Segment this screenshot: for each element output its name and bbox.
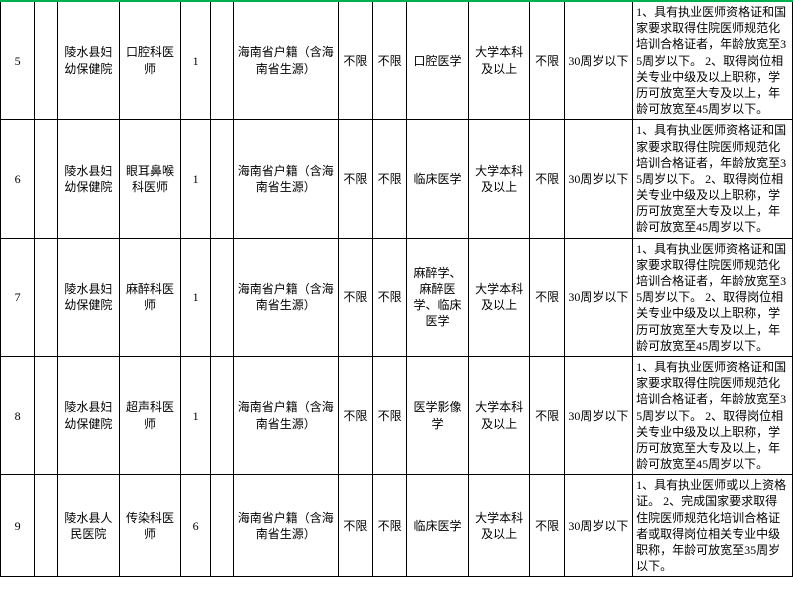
edu-req: 大学本科及以上 bbox=[468, 475, 530, 577]
col-blank2 bbox=[210, 1, 233, 120]
edu-req: 大学本科及以上 bbox=[468, 238, 530, 356]
table-row: 8陵水县妇幼保健院超声科医师1海南省户籍（含海南省生源）不限不限医学影像学大学本… bbox=[1, 356, 793, 474]
row-index: 6 bbox=[1, 120, 35, 238]
table-row: 6陵水县妇幼保健院眼耳鼻喉科医师1海南省户籍（含海南省生源）不限不限临床医学大学… bbox=[1, 120, 793, 238]
limit-2: 不限 bbox=[372, 475, 406, 577]
col-blank2 bbox=[210, 120, 233, 238]
edu-req: 大学本科及以上 bbox=[468, 356, 530, 474]
hukou-req: 海南省户籍（含海南省生源） bbox=[233, 238, 338, 356]
col-blank1 bbox=[35, 1, 58, 120]
post-count: 1 bbox=[181, 120, 211, 238]
col-blank2 bbox=[210, 475, 233, 577]
limit-3: 不限 bbox=[530, 1, 564, 120]
age-req: 30周岁以下 bbox=[564, 238, 632, 356]
limit-2: 不限 bbox=[372, 356, 406, 474]
limit-3: 不限 bbox=[530, 356, 564, 474]
post-name: 传染科医师 bbox=[119, 475, 181, 577]
limit-2: 不限 bbox=[372, 238, 406, 356]
limit-1: 不限 bbox=[338, 475, 372, 577]
post-count: 1 bbox=[181, 238, 211, 356]
row-index: 5 bbox=[1, 1, 35, 120]
col-blank2 bbox=[210, 238, 233, 356]
major-req: 医学影像学 bbox=[407, 356, 469, 474]
age-req: 30周岁以下 bbox=[564, 1, 632, 120]
limit-1: 不限 bbox=[338, 1, 372, 120]
post-count: 1 bbox=[181, 356, 211, 474]
limit-3: 不限 bbox=[530, 238, 564, 356]
remarks: 1、具有执业医师资格证和国家要求取得住院医师规范化培训合格证者，年龄放宽至35周… bbox=[633, 1, 793, 120]
row-index: 8 bbox=[1, 356, 35, 474]
limit-2: 不限 bbox=[372, 1, 406, 120]
edu-req: 大学本科及以上 bbox=[468, 120, 530, 238]
remarks: 1、具有执业医师或以上资格证。 2、完成国家要求取得住院医师规范化培训合格证者或… bbox=[633, 475, 793, 577]
col-blank1 bbox=[35, 356, 58, 474]
org-name: 陵水县妇幼保健院 bbox=[58, 1, 120, 120]
post-count: 1 bbox=[181, 1, 211, 120]
limit-3: 不限 bbox=[530, 475, 564, 577]
age-req: 30周岁以下 bbox=[564, 475, 632, 577]
remarks: 1、具有执业医师资格证和国家要求取得住院医师规范化培训合格证者，年龄放宽至35周… bbox=[633, 120, 793, 238]
post-name: 口腔科医师 bbox=[119, 1, 181, 120]
col-blank1 bbox=[35, 120, 58, 238]
remarks: 1、具有执业医师资格证和国家要求取得住院医师规范化培训合格证者，年龄放宽至35周… bbox=[633, 238, 793, 356]
post-name: 超声科医师 bbox=[119, 356, 181, 474]
col-blank1 bbox=[35, 238, 58, 356]
major-req: 麻醉学、麻醉医学、临床医学 bbox=[407, 238, 469, 356]
age-req: 30周岁以下 bbox=[564, 356, 632, 474]
hukou-req: 海南省户籍（含海南省生源） bbox=[233, 475, 338, 577]
table-row: 9陵水县人民医院传染科医师6海南省户籍（含海南省生源）不限不限临床医学大学本科及… bbox=[1, 475, 793, 577]
remarks: 1、具有执业医师资格证和国家要求取得住院医师规范化培训合格证者，年龄放宽至35周… bbox=[633, 356, 793, 474]
post-name: 麻醉科医师 bbox=[119, 238, 181, 356]
org-name: 陵水县人民医院 bbox=[58, 475, 120, 577]
limit-2: 不限 bbox=[372, 120, 406, 238]
edu-req: 大学本科及以上 bbox=[468, 1, 530, 120]
limit-1: 不限 bbox=[338, 120, 372, 238]
major-req: 临床医学 bbox=[407, 120, 469, 238]
org-name: 陵水县妇幼保健院 bbox=[58, 356, 120, 474]
limit-1: 不限 bbox=[338, 238, 372, 356]
major-req: 口腔医学 bbox=[407, 1, 469, 120]
post-name: 眼耳鼻喉科医师 bbox=[119, 120, 181, 238]
col-blank2 bbox=[210, 356, 233, 474]
hukou-req: 海南省户籍（含海南省生源） bbox=[233, 120, 338, 238]
row-index: 7 bbox=[1, 238, 35, 356]
hukou-req: 海南省户籍（含海南省生源） bbox=[233, 356, 338, 474]
col-blank1 bbox=[35, 475, 58, 577]
recruitment-table: 5陵水县妇幼保健院口腔科医师1海南省户籍（含海南省生源）不限不限口腔医学大学本科… bbox=[0, 0, 793, 577]
hukou-req: 海南省户籍（含海南省生源） bbox=[233, 1, 338, 120]
limit-3: 不限 bbox=[530, 120, 564, 238]
major-req: 临床医学 bbox=[407, 475, 469, 577]
row-index: 9 bbox=[1, 475, 35, 577]
limit-1: 不限 bbox=[338, 356, 372, 474]
table-row: 7陵水县妇幼保健院麻醉科医师1海南省户籍（含海南省生源）不限不限麻醉学、麻醉医学… bbox=[1, 238, 793, 356]
post-count: 6 bbox=[181, 475, 211, 577]
age-req: 30周岁以下 bbox=[564, 120, 632, 238]
table-row: 5陵水县妇幼保健院口腔科医师1海南省户籍（含海南省生源）不限不限口腔医学大学本科… bbox=[1, 1, 793, 120]
org-name: 陵水县妇幼保健院 bbox=[58, 120, 120, 238]
org-name: 陵水县妇幼保健院 bbox=[58, 238, 120, 356]
